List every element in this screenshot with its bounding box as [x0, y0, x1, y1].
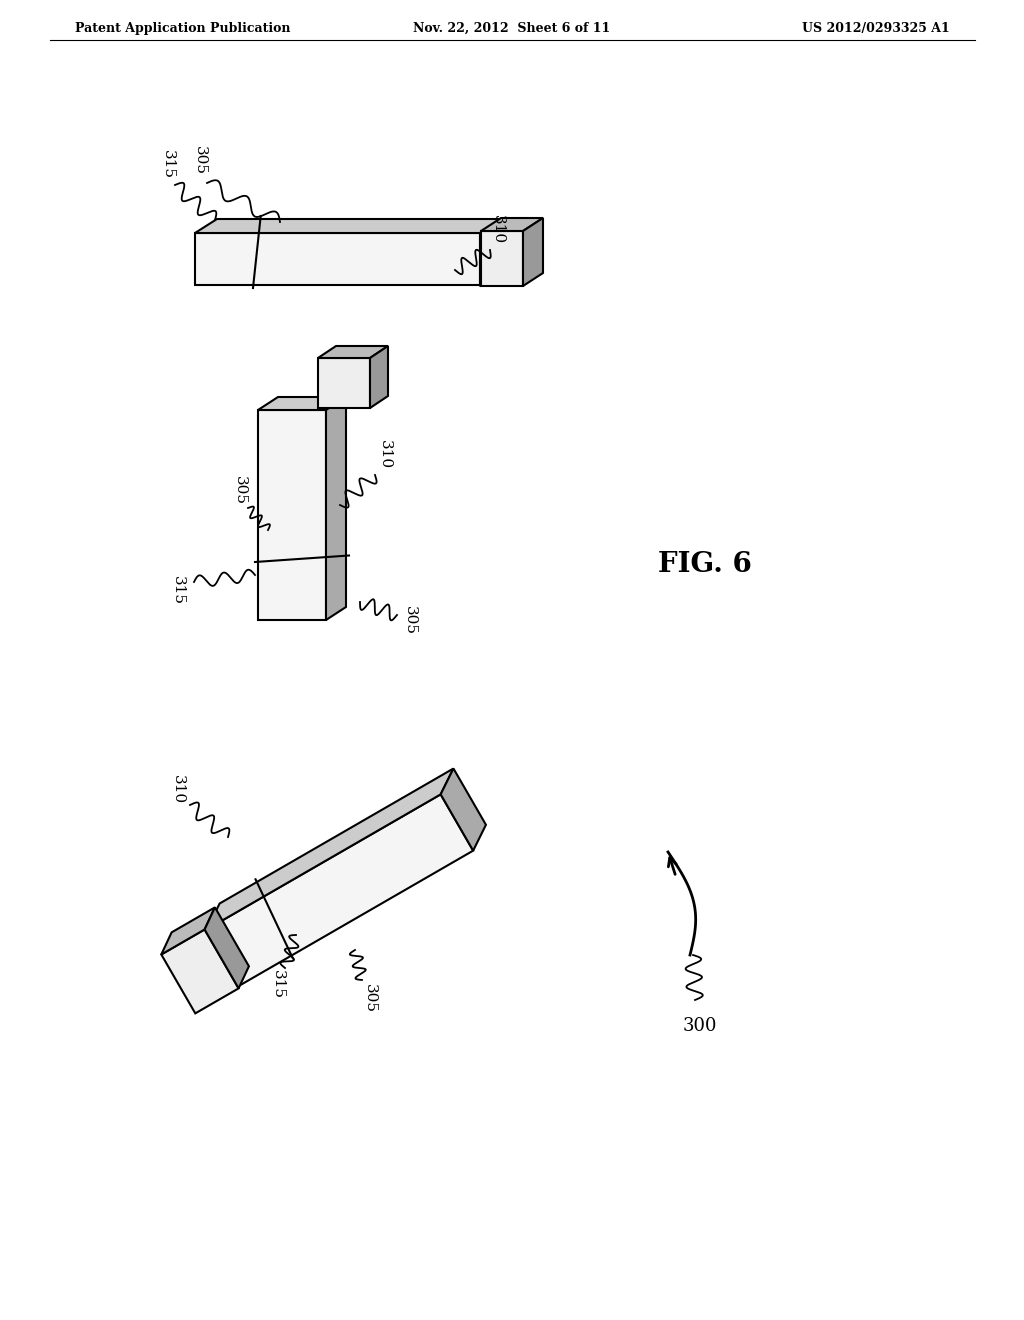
Text: 305: 305 — [193, 145, 207, 174]
Text: 305: 305 — [362, 983, 377, 1012]
Polygon shape — [258, 411, 326, 620]
Polygon shape — [162, 907, 215, 954]
Text: 300: 300 — [683, 1016, 717, 1035]
Text: FIG. 6: FIG. 6 — [658, 552, 752, 578]
Polygon shape — [480, 219, 502, 285]
Polygon shape — [258, 397, 346, 411]
Polygon shape — [318, 346, 388, 358]
Polygon shape — [195, 234, 480, 285]
Text: 315: 315 — [161, 150, 175, 180]
Polygon shape — [326, 397, 346, 620]
Polygon shape — [481, 231, 523, 286]
Text: 305: 305 — [233, 475, 247, 504]
Polygon shape — [207, 795, 473, 986]
Polygon shape — [162, 929, 239, 1014]
Text: Nov. 22, 2012  Sheet 6 of 11: Nov. 22, 2012 Sheet 6 of 11 — [414, 22, 610, 36]
Text: Patent Application Publication: Patent Application Publication — [75, 22, 291, 36]
Text: 305: 305 — [403, 606, 417, 635]
Text: 315: 315 — [271, 970, 285, 999]
Polygon shape — [318, 358, 370, 408]
Polygon shape — [195, 219, 502, 234]
Text: 310: 310 — [378, 441, 392, 470]
Polygon shape — [205, 907, 249, 989]
Text: 310: 310 — [171, 775, 185, 805]
Polygon shape — [481, 218, 543, 231]
Polygon shape — [523, 218, 543, 286]
Text: 315: 315 — [171, 576, 185, 605]
Polygon shape — [440, 768, 486, 850]
Polygon shape — [207, 768, 454, 929]
Text: US 2012/0293325 A1: US 2012/0293325 A1 — [802, 22, 950, 36]
Text: 310: 310 — [490, 215, 505, 244]
Polygon shape — [370, 346, 388, 408]
